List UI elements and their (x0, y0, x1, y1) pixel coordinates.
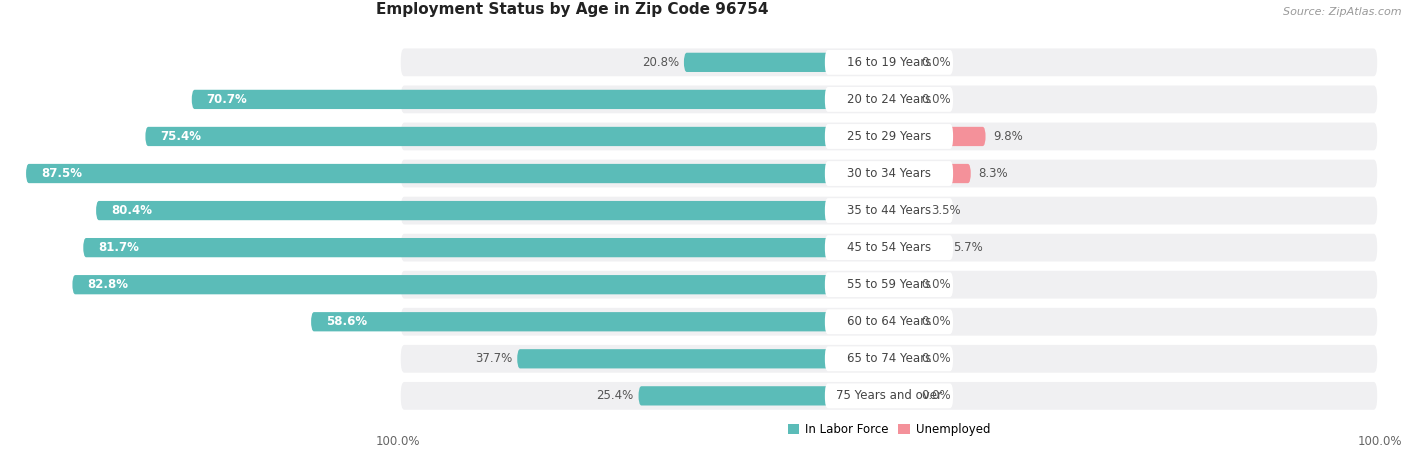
FancyBboxPatch shape (889, 90, 914, 109)
FancyBboxPatch shape (825, 198, 953, 223)
Text: Source: ZipAtlas.com: Source: ZipAtlas.com (1284, 7, 1402, 17)
FancyBboxPatch shape (401, 86, 1376, 113)
FancyBboxPatch shape (889, 238, 945, 257)
FancyBboxPatch shape (401, 308, 1376, 336)
Text: 0.0%: 0.0% (921, 315, 950, 328)
Text: 25 to 29 Years: 25 to 29 Years (846, 130, 931, 143)
Text: 20.8%: 20.8% (641, 56, 679, 69)
Text: 5.7%: 5.7% (953, 241, 983, 254)
Text: 87.5%: 87.5% (41, 167, 82, 180)
Text: 55 to 59 Years: 55 to 59 Years (846, 278, 931, 291)
FancyBboxPatch shape (889, 312, 914, 331)
FancyBboxPatch shape (825, 309, 953, 334)
Text: 30 to 34 Years: 30 to 34 Years (846, 167, 931, 180)
FancyBboxPatch shape (825, 235, 953, 260)
FancyBboxPatch shape (401, 271, 1376, 299)
Text: 75 Years and over: 75 Years and over (837, 389, 942, 402)
FancyBboxPatch shape (25, 164, 889, 183)
Text: 45 to 54 Years: 45 to 54 Years (846, 241, 931, 254)
Text: 58.6%: 58.6% (326, 315, 367, 328)
Text: 9.8%: 9.8% (994, 130, 1024, 143)
FancyBboxPatch shape (401, 345, 1376, 373)
Legend: In Labor Force, Unemployed: In Labor Force, Unemployed (783, 419, 995, 441)
FancyBboxPatch shape (825, 124, 953, 149)
FancyBboxPatch shape (889, 127, 986, 146)
Text: 75.4%: 75.4% (160, 130, 201, 143)
Text: 20 to 24 Years: 20 to 24 Years (846, 93, 931, 106)
Text: 25.4%: 25.4% (596, 389, 634, 402)
Text: 35 to 44 Years: 35 to 44 Years (846, 204, 931, 217)
FancyBboxPatch shape (517, 349, 889, 368)
Text: 0.0%: 0.0% (921, 389, 950, 402)
Text: 37.7%: 37.7% (475, 352, 512, 365)
Text: 8.3%: 8.3% (979, 167, 1008, 180)
Text: 60 to 64 Years: 60 to 64 Years (846, 315, 931, 328)
FancyBboxPatch shape (825, 87, 953, 112)
FancyBboxPatch shape (825, 383, 953, 408)
Text: 65 to 74 Years: 65 to 74 Years (846, 352, 931, 365)
FancyBboxPatch shape (401, 123, 1376, 150)
FancyBboxPatch shape (311, 312, 889, 331)
FancyBboxPatch shape (401, 382, 1376, 410)
FancyBboxPatch shape (401, 197, 1376, 225)
Text: 100.0%: 100.0% (377, 435, 420, 448)
FancyBboxPatch shape (401, 48, 1376, 76)
Text: 70.7%: 70.7% (207, 93, 247, 106)
Text: 0.0%: 0.0% (921, 278, 950, 291)
FancyBboxPatch shape (145, 127, 889, 146)
FancyBboxPatch shape (825, 161, 953, 186)
Text: 3.5%: 3.5% (931, 204, 962, 217)
FancyBboxPatch shape (825, 346, 953, 371)
Text: Employment Status by Age in Zip Code 96754: Employment Status by Age in Zip Code 967… (377, 2, 769, 17)
FancyBboxPatch shape (191, 90, 889, 109)
FancyBboxPatch shape (683, 53, 889, 72)
Text: 100.0%: 100.0% (1357, 435, 1402, 448)
FancyBboxPatch shape (889, 386, 914, 405)
FancyBboxPatch shape (889, 349, 914, 368)
Text: 82.8%: 82.8% (87, 278, 128, 291)
FancyBboxPatch shape (889, 275, 914, 295)
FancyBboxPatch shape (638, 386, 889, 405)
Text: 80.4%: 80.4% (111, 204, 152, 217)
Text: 0.0%: 0.0% (921, 352, 950, 365)
FancyBboxPatch shape (889, 53, 914, 72)
FancyBboxPatch shape (889, 201, 924, 220)
Text: 81.7%: 81.7% (98, 241, 139, 254)
FancyBboxPatch shape (825, 50, 953, 75)
FancyBboxPatch shape (825, 272, 953, 297)
FancyBboxPatch shape (401, 160, 1376, 188)
Text: 0.0%: 0.0% (921, 93, 950, 106)
Text: 0.0%: 0.0% (921, 56, 950, 69)
FancyBboxPatch shape (889, 164, 970, 183)
FancyBboxPatch shape (96, 201, 889, 220)
FancyBboxPatch shape (72, 275, 889, 295)
FancyBboxPatch shape (83, 238, 889, 257)
FancyBboxPatch shape (401, 234, 1376, 262)
Text: 16 to 19 Years: 16 to 19 Years (846, 56, 931, 69)
